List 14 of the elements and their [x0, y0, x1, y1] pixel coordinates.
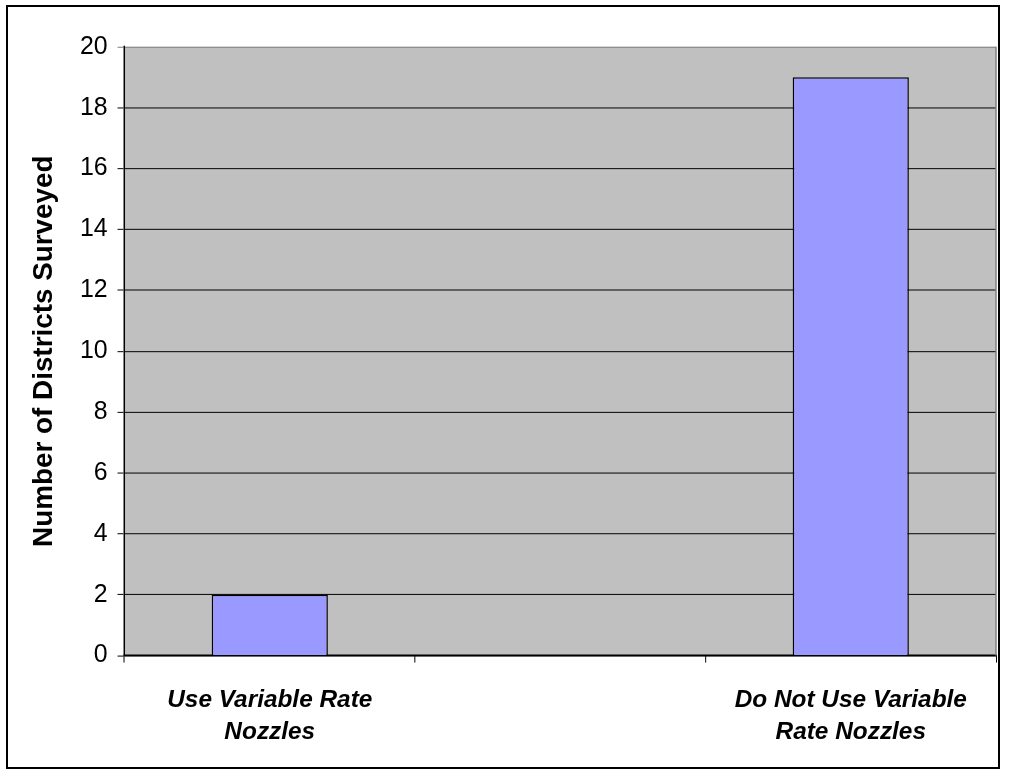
- y-tick-label: 0: [93, 639, 108, 668]
- y-tick-label: 14: [79, 213, 108, 242]
- y-axis-title: Number of Districts Surveyed: [27, 155, 59, 547]
- x-tick-label: Use Variable Rate Nozzles: [167, 684, 373, 745]
- y-tick-label: 4: [93, 517, 108, 546]
- y-tick-label: 10: [79, 335, 108, 364]
- y-tick-label: 8: [93, 395, 108, 424]
- y-tick-label: 16: [79, 152, 108, 181]
- x-tick-label: Do Not Use Variable Rate Nozzles: [734, 684, 967, 745]
- y-tick-label: 18: [79, 91, 108, 120]
- y-tick-label: 6: [93, 456, 108, 485]
- y-tick-label: 20: [79, 30, 108, 59]
- y-tick-label: 12: [79, 274, 108, 303]
- y-tick-label: 2: [93, 578, 108, 607]
